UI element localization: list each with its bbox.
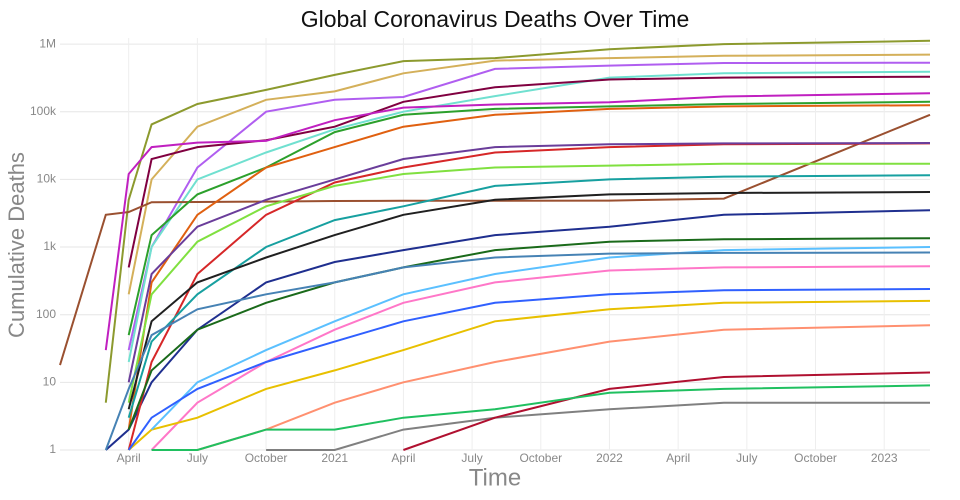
y-tick-label: 10k bbox=[37, 172, 57, 186]
series-line bbox=[127, 191, 931, 410]
series-line bbox=[127, 174, 931, 418]
y-tick-label: 100 bbox=[36, 307, 56, 321]
series-line bbox=[127, 100, 931, 336]
x-tick-label: 2022 bbox=[596, 451, 623, 465]
series-line bbox=[59, 113, 931, 366]
x-tick-label: April bbox=[117, 451, 141, 465]
series-line bbox=[151, 384, 931, 451]
series-line bbox=[104, 251, 931, 451]
x-tick-label: 2021 bbox=[321, 451, 348, 465]
x-tick-label: July bbox=[187, 451, 208, 465]
x-tick-label: April bbox=[391, 451, 415, 465]
x-axis-title: Time bbox=[469, 464, 521, 491]
series-line bbox=[104, 39, 931, 403]
series-line bbox=[128, 299, 931, 451]
series-line bbox=[105, 209, 931, 451]
series-line bbox=[266, 401, 930, 451]
x-tick-label: July bbox=[461, 451, 482, 465]
x-tick-label: October bbox=[519, 451, 562, 465]
y-tick-label: 100k bbox=[30, 104, 57, 118]
series-line bbox=[150, 265, 931, 451]
x-tick-label: October bbox=[794, 451, 837, 465]
y-tick-label: 1M bbox=[39, 36, 56, 50]
series-line bbox=[127, 142, 931, 383]
x-tick-label: July bbox=[736, 451, 757, 465]
x-tick-label: October bbox=[245, 451, 288, 465]
series-line bbox=[104, 92, 931, 351]
y-axis-title: Cumulative Deaths bbox=[4, 152, 29, 338]
y-tick-label: 10 bbox=[43, 375, 57, 389]
x-tick-label: 2023 bbox=[871, 451, 898, 465]
series-line bbox=[127, 288, 931, 451]
series-line bbox=[403, 371, 931, 451]
series-line bbox=[127, 104, 931, 430]
series-line bbox=[197, 324, 931, 451]
series-line bbox=[127, 162, 930, 403]
series-line bbox=[127, 70, 931, 363]
y-tick-label: 1 bbox=[49, 442, 56, 456]
x-tick-label: April bbox=[666, 451, 690, 465]
chart-title: Global Coronavirus Deaths Over Time bbox=[301, 6, 690, 32]
series-line bbox=[127, 61, 931, 351]
y-tick-label: 1k bbox=[43, 239, 57, 253]
